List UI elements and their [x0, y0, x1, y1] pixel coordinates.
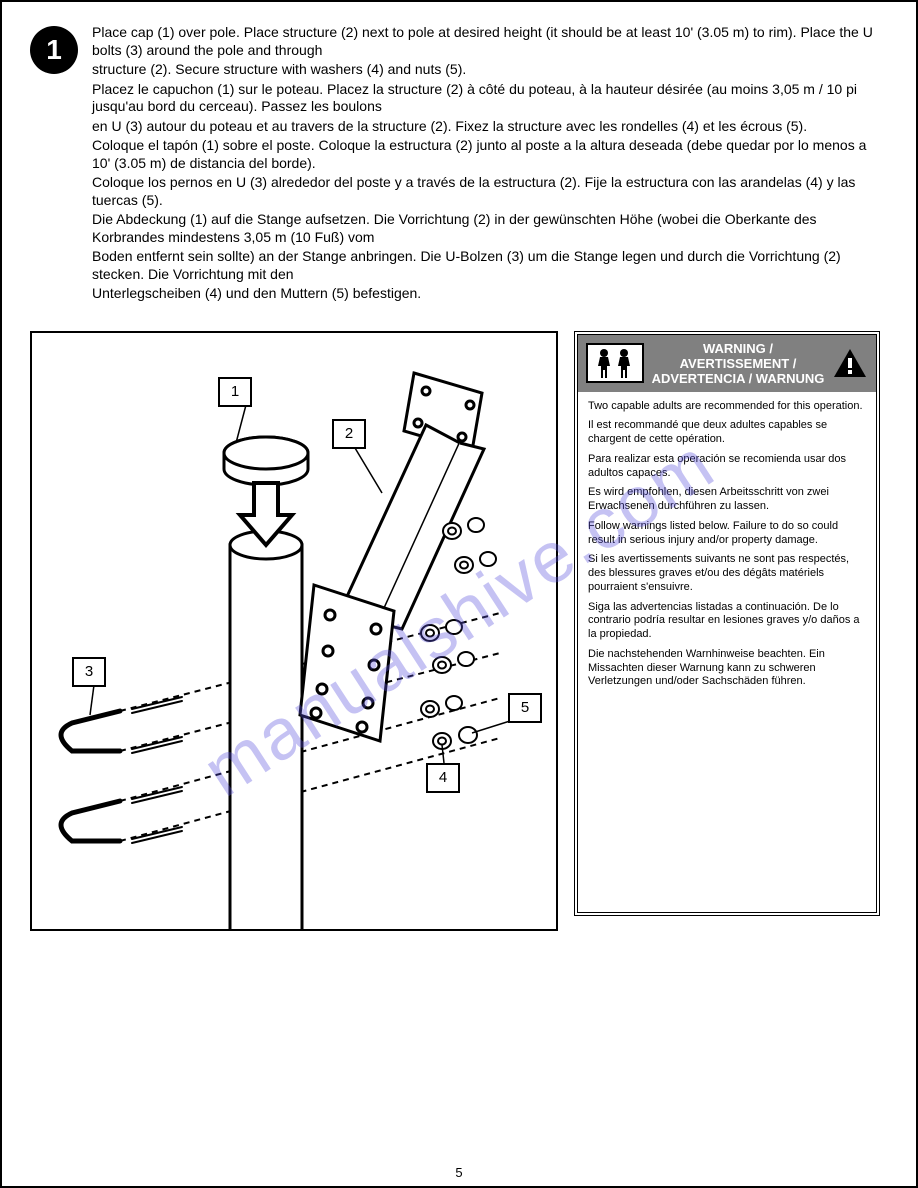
warning-text: Es wird empfohlen, diesen Arbeitsschritt…	[588, 486, 866, 514]
callout-1: 1	[218, 377, 252, 407]
callout-4: 4	[426, 763, 460, 793]
alert-triangle-icon	[832, 347, 868, 379]
warning-text: Siga las advertencias listadas a continu…	[588, 601, 866, 642]
warning-title: WARNING / AVERTISSEMENT / ADVERTENCIA / …	[644, 341, 832, 386]
two-people-icon	[586, 343, 644, 383]
instruction-line: Unterlegscheiben (4) und den Muttern (5)…	[92, 285, 888, 303]
warning-text: Follow warnings listed below. Failure to…	[588, 520, 866, 548]
warning-text: Si les avertissements suivants ne sont p…	[588, 553, 866, 594]
warning-text: Para realizar esta operación se recomien…	[588, 453, 866, 481]
instruction-line: Boden entfernt sein sollte) an der Stang…	[92, 248, 888, 283]
warning-body: Two capable adults are recommended for t…	[578, 392, 876, 912]
instruction-line: Die Abdeckung (1) auf die Stange aufsetz…	[92, 211, 888, 246]
instruction-line: Coloque los pernos en U (3) alrededor de…	[92, 174, 888, 209]
warning-text: Die nachstehenden Warnhinweise beachten.…	[588, 648, 866, 689]
instruction-line: Place cap (1) over pole. Place structure…	[92, 24, 888, 59]
instruction-line: en U (3) autour du poteau et au travers …	[92, 118, 888, 136]
instruction-line: Coloque el tapón (1) sobre el poste. Col…	[92, 137, 888, 172]
manual-page: 1 Place cap (1) over pole. Place structu…	[0, 0, 918, 1188]
step-number-badge: 1	[30, 26, 78, 74]
step-instructions: Place cap (1) over pole. Place structure…	[92, 22, 888, 305]
page-number: 5	[2, 1165, 916, 1180]
content-row: 1 2 3 4 5 WARNING /	[30, 331, 888, 931]
step-header: 1 Place cap (1) over pole. Place structu…	[30, 22, 888, 305]
warning-text: Il est recommandé que deux adultes capab…	[588, 419, 866, 447]
instruction-line: structure (2). Secure structure with was…	[92, 61, 888, 79]
assembly-figure: 1 2 3 4 5	[30, 331, 558, 931]
callout-2: 2	[332, 419, 366, 449]
warning-panel: WARNING / AVERTISSEMENT / ADVERTENCIA / …	[574, 331, 880, 916]
instruction-line: Placez le capuchon (1) sur le poteau. Pl…	[92, 81, 888, 116]
assembly-svg	[32, 333, 558, 931]
warning-header: WARNING / AVERTISSEMENT / ADVERTENCIA / …	[578, 335, 876, 392]
callout-5: 5	[508, 693, 542, 723]
warning-text: Two capable adults are recommended for t…	[588, 400, 866, 414]
callout-3: 3	[72, 657, 106, 687]
